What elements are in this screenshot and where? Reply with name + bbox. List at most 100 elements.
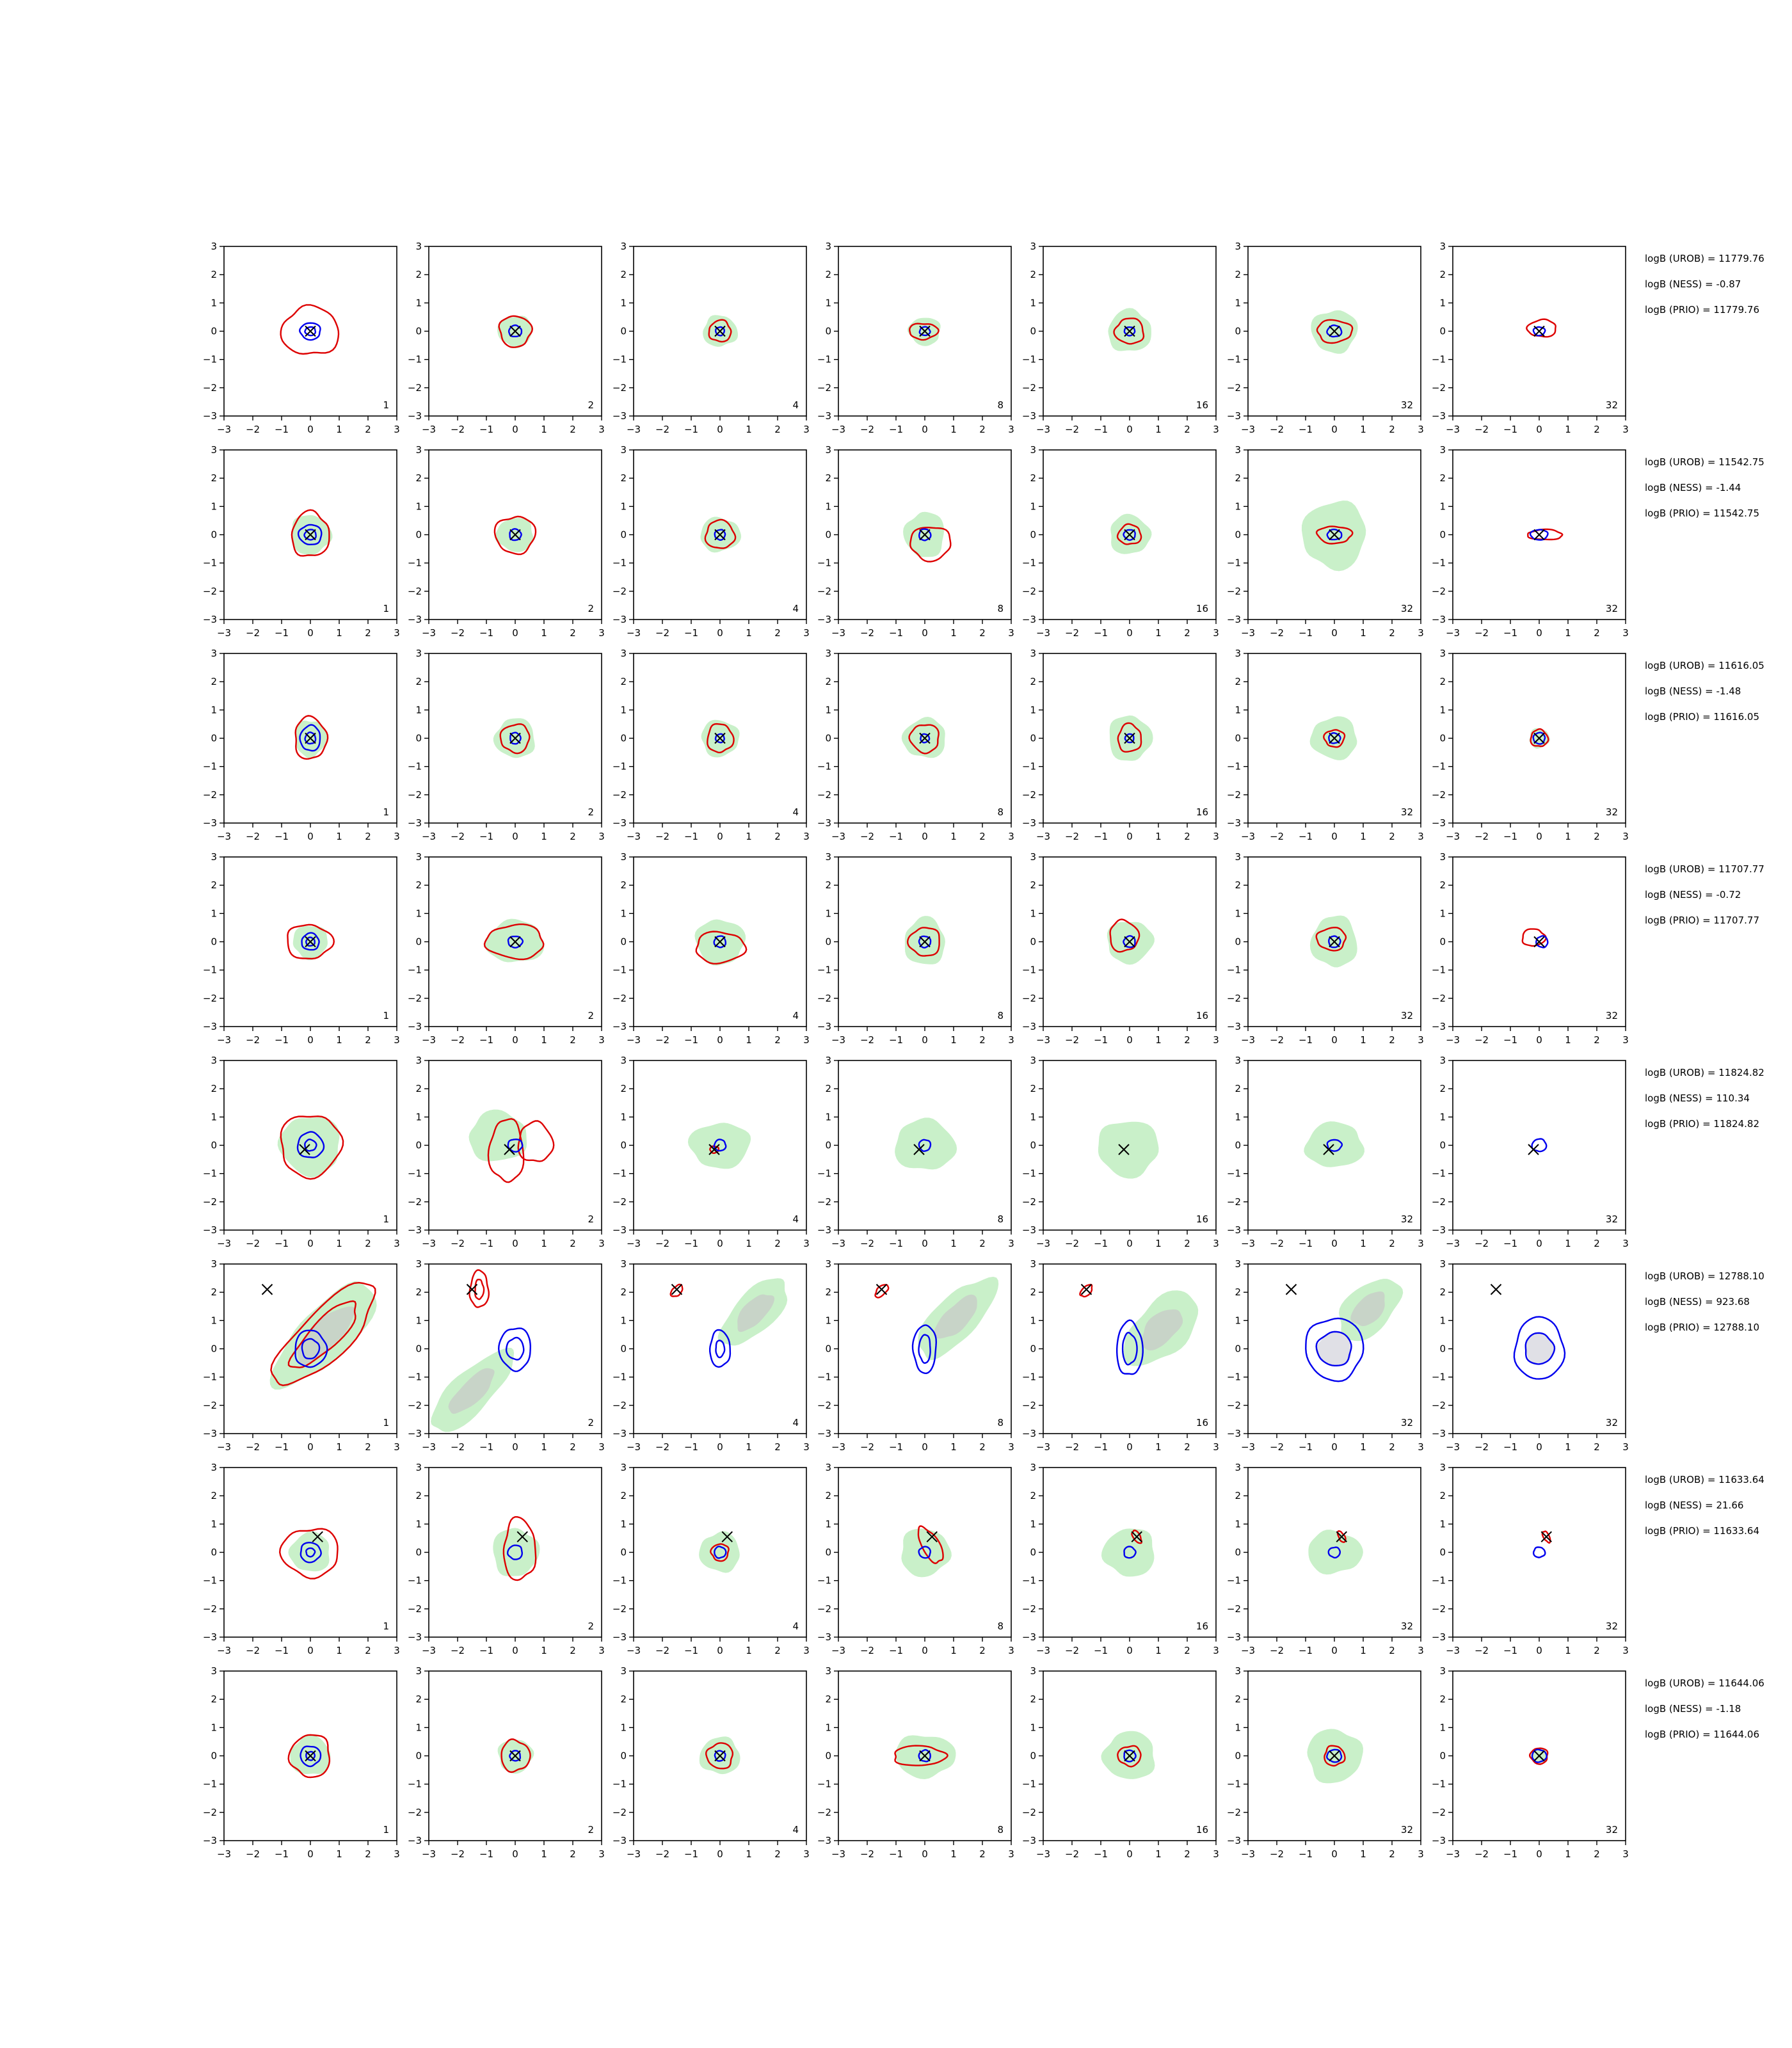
x-tick-label: −3: [422, 1034, 436, 1046]
blue-contour: [305, 1750, 316, 1761]
y-tick-label: −3: [817, 614, 831, 625]
marker-x: [708, 1144, 720, 1155]
x-tick-label: 3: [1418, 831, 1424, 842]
x-tick-label: −2: [1475, 1238, 1489, 1249]
plot-area: [493, 718, 535, 758]
x-tick-label: 1: [1565, 424, 1571, 435]
y-tick-label: 0: [415, 1343, 422, 1355]
x-tick-label: −3: [831, 1848, 845, 1860]
y-tick-label: 1: [620, 297, 627, 308]
y-tick-label: 2: [1235, 1083, 1241, 1094]
x-tick-label: 3: [1622, 1848, 1629, 1860]
marker-x: [1329, 325, 1340, 337]
logb-annotation: logB (PRIO) = 12788.10: [1645, 1322, 1759, 1333]
x-tick-label: 1: [1565, 831, 1571, 842]
plot-area: [699, 1531, 740, 1573]
marker-x: [1533, 529, 1545, 541]
y-tick-label: 2: [415, 1286, 422, 1298]
x-tick-label: 3: [1213, 424, 1219, 435]
y-tick-label: 0: [1439, 1750, 1446, 1762]
marker-x: [919, 732, 931, 744]
x-tick-label: −1: [889, 627, 903, 639]
row-annotations: logB (UROB) = 12788.10 logB (NESS) = 923.…: [1645, 1270, 1764, 1333]
blue-contour: [715, 326, 726, 337]
red-contour: [280, 304, 340, 355]
y-tick-label: −2: [1227, 382, 1241, 394]
marker-x: [504, 1144, 515, 1155]
y-tick-label: 1: [211, 500, 217, 512]
x-tick-label: 0: [717, 627, 723, 639]
x-tick-label: 2: [774, 831, 781, 842]
y-tick-label: −2: [1022, 586, 1036, 597]
x-tick-label: −3: [1241, 831, 1255, 842]
x-tick-label: 3: [394, 1645, 400, 1656]
panel-index-label: 32: [1401, 399, 1413, 411]
x-tick-label: 1: [541, 1238, 547, 1249]
y-tick-label: −1: [1432, 964, 1446, 976]
x-tick-label: −3: [1036, 1034, 1050, 1046]
x-tick-label: 1: [950, 831, 957, 842]
panel-index-label: 32: [1401, 1620, 1413, 1632]
plot-area: [1285, 1279, 1404, 1382]
x-tick-label: 0: [717, 831, 723, 842]
panel-index-label: 4: [792, 1010, 799, 1021]
x-tick-label: 2: [1389, 424, 1395, 435]
y-tick-label: −2: [203, 1807, 217, 1818]
panel-index-label: 8: [997, 1824, 1004, 1836]
y-tick-label: −1: [612, 1575, 627, 1587]
x-tick-label: 2: [774, 627, 781, 639]
panel-r8-c6: −3 −2 −1 0 1 2 3 −3 −2 −1 0 1 2 3 32: [1227, 1665, 1424, 1860]
x-tick-label: −1: [479, 627, 493, 639]
y-tick-label: 1: [620, 704, 627, 716]
x-tick-label: 1: [1360, 1034, 1366, 1046]
x-tick-label: 0: [922, 1441, 928, 1453]
red-contour: [1113, 317, 1145, 345]
red-contour: [1521, 928, 1547, 947]
x-tick-label: 2: [570, 1034, 576, 1046]
x-tick-label: −2: [1270, 1848, 1284, 1860]
plot-area: [483, 918, 545, 963]
plot-area: [894, 1735, 956, 1779]
y-tick-label: −2: [1432, 1400, 1446, 1411]
y-tick-label: −2: [203, 1196, 217, 1208]
panel-index-label: 32: [1401, 1213, 1413, 1225]
x-tick-label: 1: [1565, 1441, 1571, 1453]
x-tick-label: 0: [512, 1645, 518, 1656]
x-tick-label: −3: [1446, 424, 1460, 435]
y-tick-label: −3: [408, 614, 422, 625]
y-tick-label: 3: [211, 1258, 217, 1270]
y-tick-label: −2: [203, 789, 217, 801]
x-tick-label: 1: [336, 627, 342, 639]
y-tick-label: 2: [415, 472, 422, 484]
x-tick-label: 1: [746, 1034, 752, 1046]
y-tick-label: −2: [817, 1603, 831, 1615]
x-tick-label: 1: [1360, 831, 1366, 842]
y-tick-label: −2: [612, 789, 627, 801]
y-tick-label: −1: [1022, 761, 1036, 772]
y-tick-label: 3: [825, 1665, 831, 1677]
blue-contour: [1305, 1317, 1364, 1382]
y-tick-label: 3: [1235, 241, 1241, 252]
red-contour: [278, 1528, 339, 1580]
panel-index-label: 1: [383, 1620, 389, 1632]
y-tick-label: −1: [408, 1168, 422, 1180]
red-contour: [908, 724, 940, 755]
x-tick-label: −1: [889, 1441, 903, 1453]
y-tick-label: 2: [1030, 1286, 1036, 1298]
plot-area: [1110, 513, 1152, 554]
panel-r5-c7: −3 −2 −1 0 1 2 3 −3 −2 −1 0 1 2 3 32: [1432, 1055, 1629, 1249]
y-tick-label: 2: [825, 472, 831, 484]
y-tick-label: 2: [211, 879, 217, 891]
marker-x: [919, 1750, 931, 1762]
x-tick-label: −2: [1475, 831, 1489, 842]
panel-index-label: 1: [383, 399, 389, 411]
y-tick-label: −3: [1022, 1835, 1036, 1846]
panel-index-label: 1: [383, 1213, 389, 1225]
panel-index-label: 1: [383, 1010, 389, 1021]
x-tick-label: 3: [598, 1238, 605, 1249]
red-contour: [1117, 722, 1142, 753]
x-tick-label: 1: [746, 1441, 752, 1453]
panel-index-label: 8: [997, 1213, 1004, 1225]
x-tick-label: 0: [1126, 424, 1133, 435]
y-tick-label: 2: [415, 1490, 422, 1501]
